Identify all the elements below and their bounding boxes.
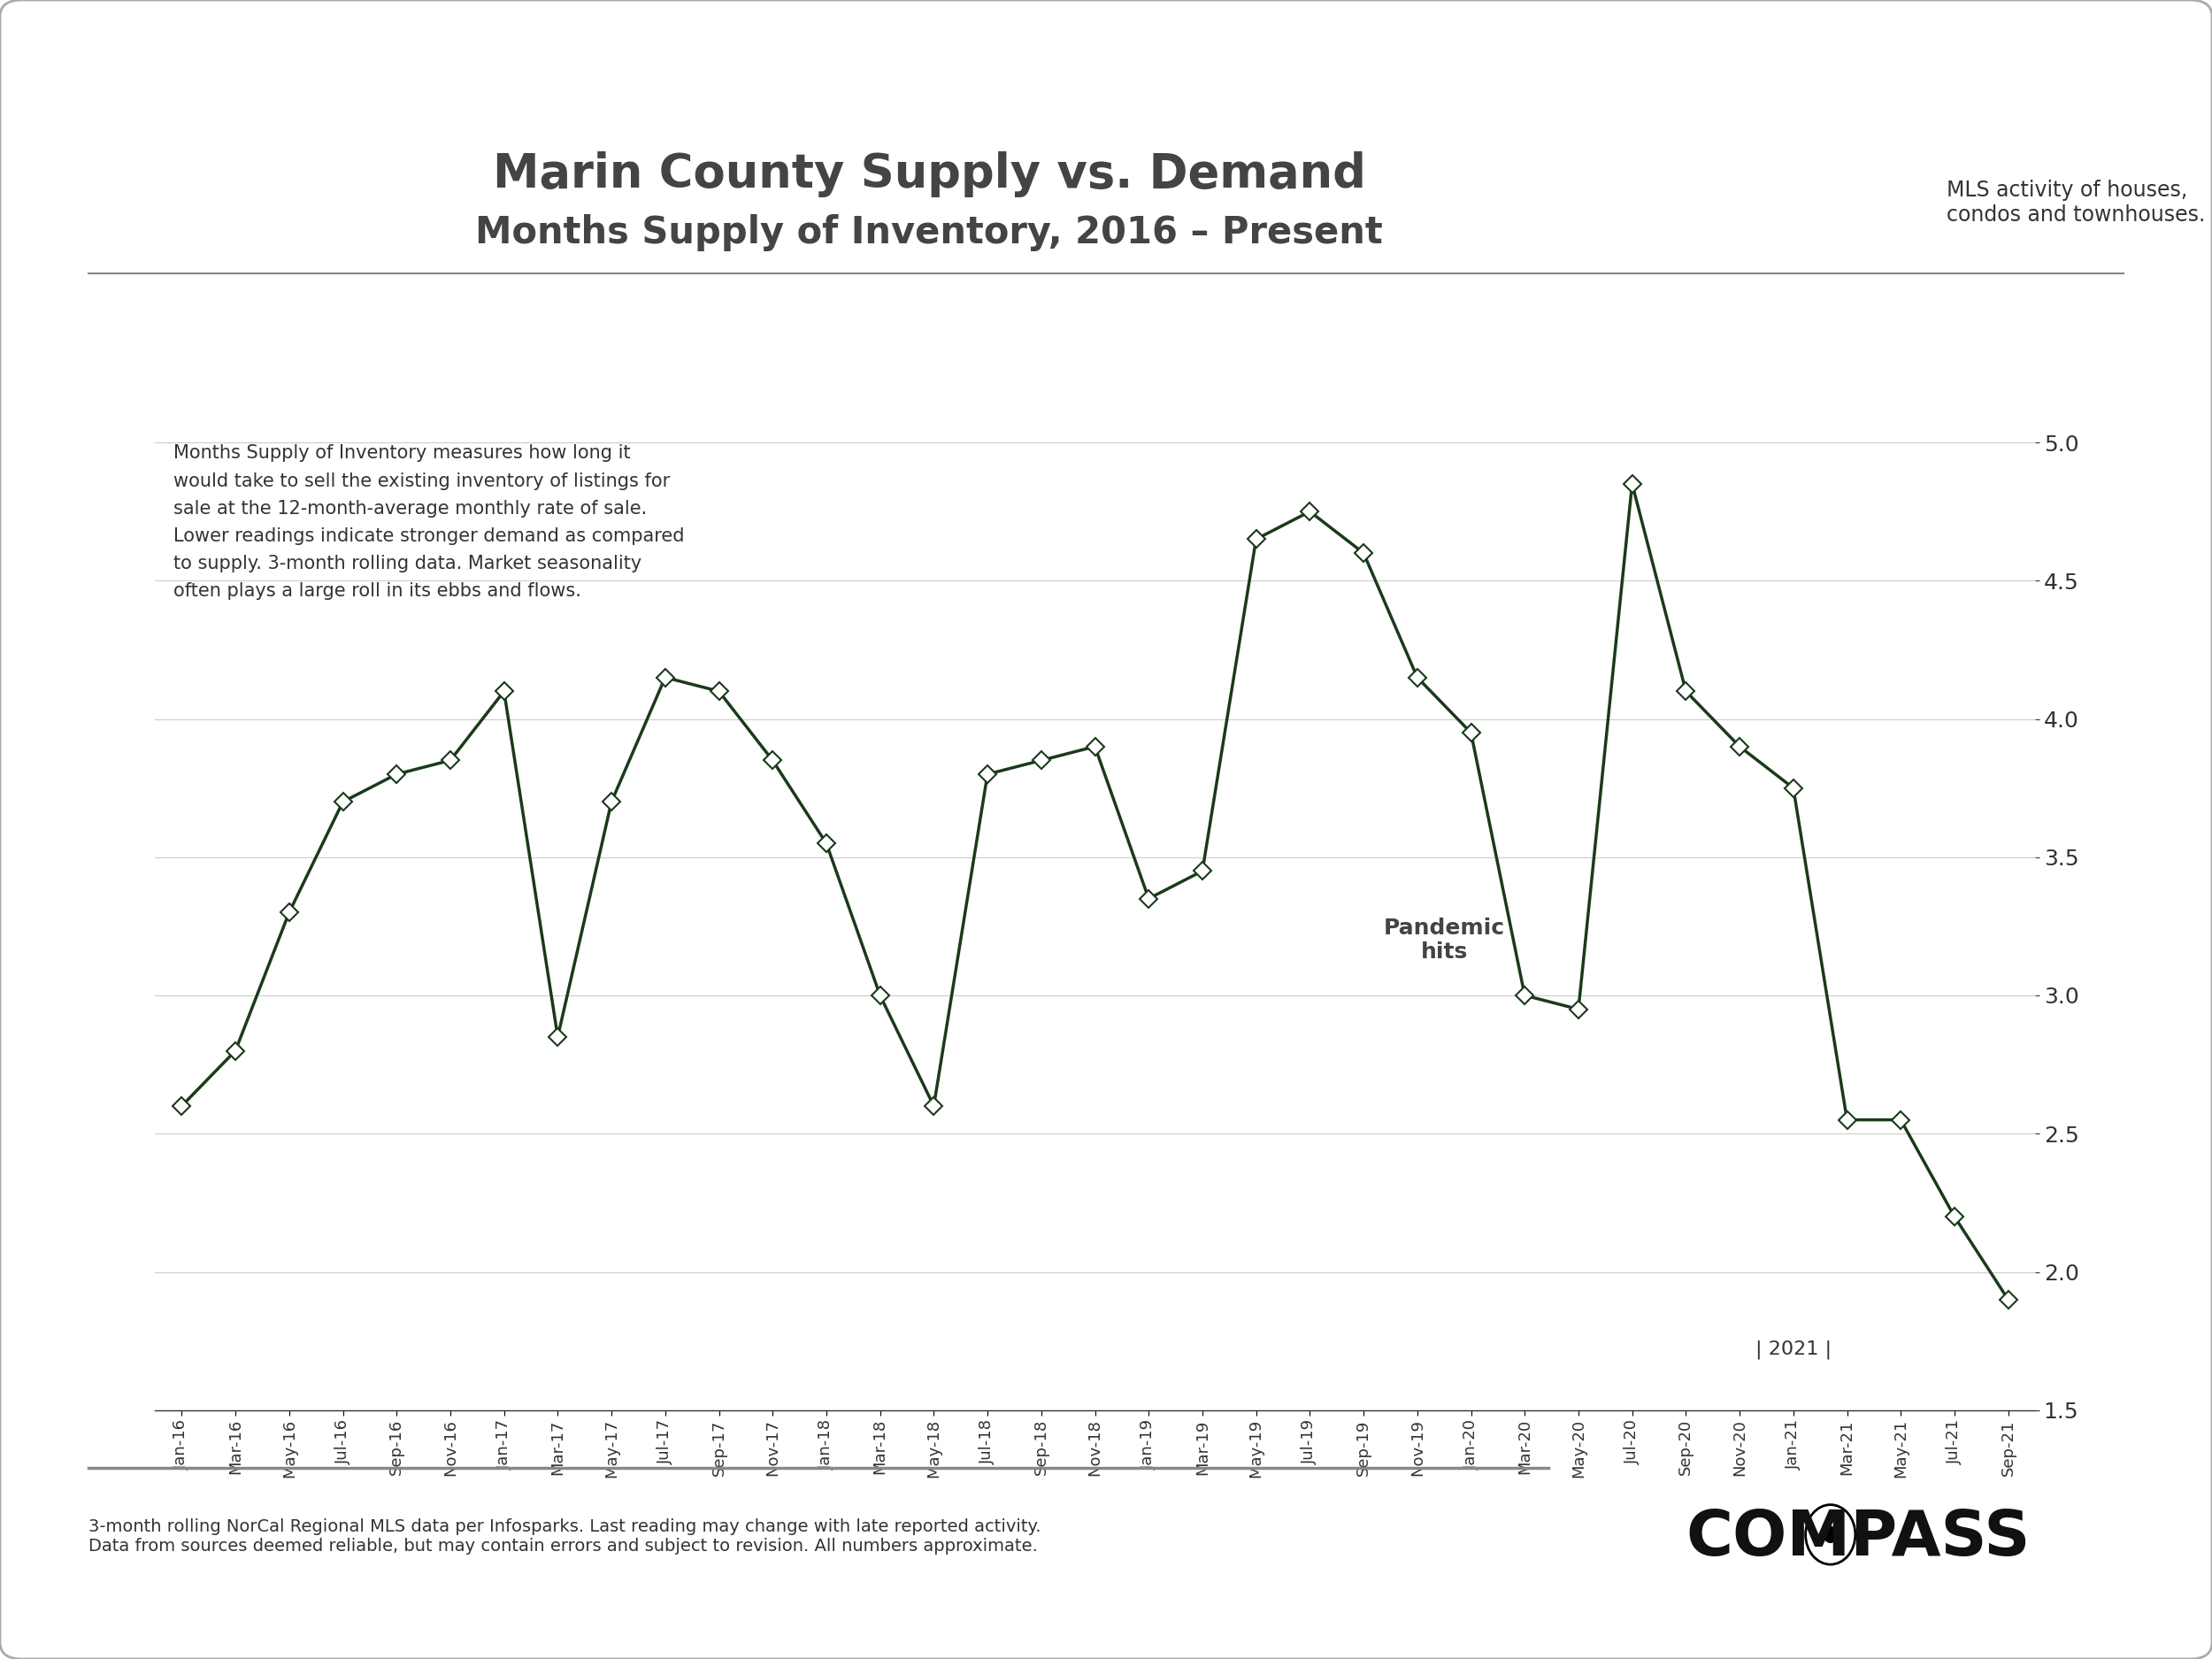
Text: Marin County Supply vs. Demand: Marin County Supply vs. Demand [493,151,1365,197]
Text: COMPASS: COMPASS [1686,1508,2031,1568]
Text: 3-month rolling NorCal Regional MLS data per Infosparks. Last reading may change: 3-month rolling NorCal Regional MLS data… [88,1518,1042,1554]
Text: Months Supply of Inventory, 2016 – Present: Months Supply of Inventory, 2016 – Prese… [476,214,1382,251]
Text: MLS activity of houses,
condos and townhouses.: MLS activity of houses, condos and townh… [1947,179,2205,226]
Text: | 2021 |: | 2021 | [1754,1340,1832,1359]
Text: Pandemic
hits: Pandemic hits [1382,917,1504,962]
Circle shape [1823,1526,1836,1543]
Text: Months Supply of Inventory measures how long it
would take to sell the existing : Months Supply of Inventory measures how … [175,445,686,601]
